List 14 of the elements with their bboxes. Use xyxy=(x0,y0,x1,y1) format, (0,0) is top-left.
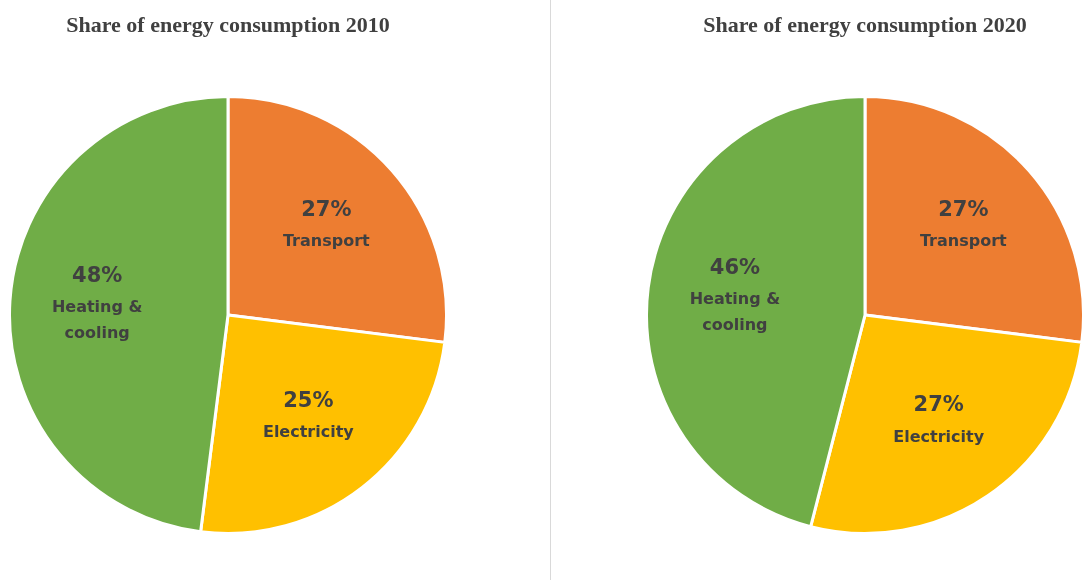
chart-title: Share of energy consumption 2010 xyxy=(65,12,391,38)
data-label: 27% xyxy=(938,197,989,222)
chart-title: Share of energy consumption 2020 xyxy=(702,12,1028,38)
data-label: 27% xyxy=(301,197,352,222)
slice-label: Heating & cooling xyxy=(51,296,143,342)
data-label: 48% xyxy=(72,262,123,287)
data-label: 25% xyxy=(283,387,334,412)
slice-label: Transport xyxy=(919,231,1008,251)
slice-label: Electricity xyxy=(893,426,985,446)
data-label: 27% xyxy=(913,392,964,417)
data-label: 46% xyxy=(709,254,761,279)
slice-label: Heating & cooling xyxy=(689,288,781,334)
slice-label: Transport xyxy=(282,231,371,251)
slice-label: Electricity xyxy=(262,421,355,441)
